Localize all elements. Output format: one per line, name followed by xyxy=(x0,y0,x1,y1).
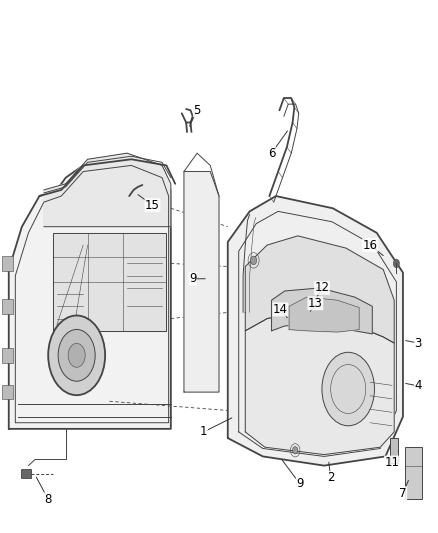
Polygon shape xyxy=(245,236,394,343)
FancyBboxPatch shape xyxy=(405,447,422,499)
Text: 5: 5 xyxy=(194,104,201,117)
FancyBboxPatch shape xyxy=(2,256,13,271)
Polygon shape xyxy=(44,153,171,227)
Text: 15: 15 xyxy=(145,199,160,212)
Text: 9: 9 xyxy=(296,478,304,490)
Text: 13: 13 xyxy=(308,297,323,310)
Text: 7: 7 xyxy=(399,487,407,499)
Polygon shape xyxy=(53,233,166,331)
Circle shape xyxy=(393,259,399,268)
Text: 1: 1 xyxy=(200,425,208,439)
Polygon shape xyxy=(9,159,171,429)
FancyBboxPatch shape xyxy=(2,299,13,314)
Circle shape xyxy=(251,256,257,265)
Text: 14: 14 xyxy=(273,303,288,316)
Text: 9: 9 xyxy=(189,272,197,285)
Text: 4: 4 xyxy=(414,379,422,392)
Polygon shape xyxy=(228,196,403,466)
Text: 6: 6 xyxy=(268,147,276,160)
FancyBboxPatch shape xyxy=(2,385,13,399)
Circle shape xyxy=(68,343,85,367)
Circle shape xyxy=(322,352,374,426)
Circle shape xyxy=(58,329,95,381)
Text: 16: 16 xyxy=(363,239,378,252)
Text: 2: 2 xyxy=(327,471,335,484)
Polygon shape xyxy=(184,172,219,392)
Circle shape xyxy=(293,447,298,454)
FancyBboxPatch shape xyxy=(21,469,31,479)
Polygon shape xyxy=(272,288,372,334)
Text: 3: 3 xyxy=(415,336,422,350)
Text: 8: 8 xyxy=(45,493,52,506)
Text: 12: 12 xyxy=(314,281,329,294)
FancyBboxPatch shape xyxy=(2,348,13,362)
FancyBboxPatch shape xyxy=(390,438,398,463)
Circle shape xyxy=(48,316,105,395)
Polygon shape xyxy=(245,312,394,455)
Polygon shape xyxy=(289,297,359,332)
Text: 11: 11 xyxy=(385,456,399,469)
